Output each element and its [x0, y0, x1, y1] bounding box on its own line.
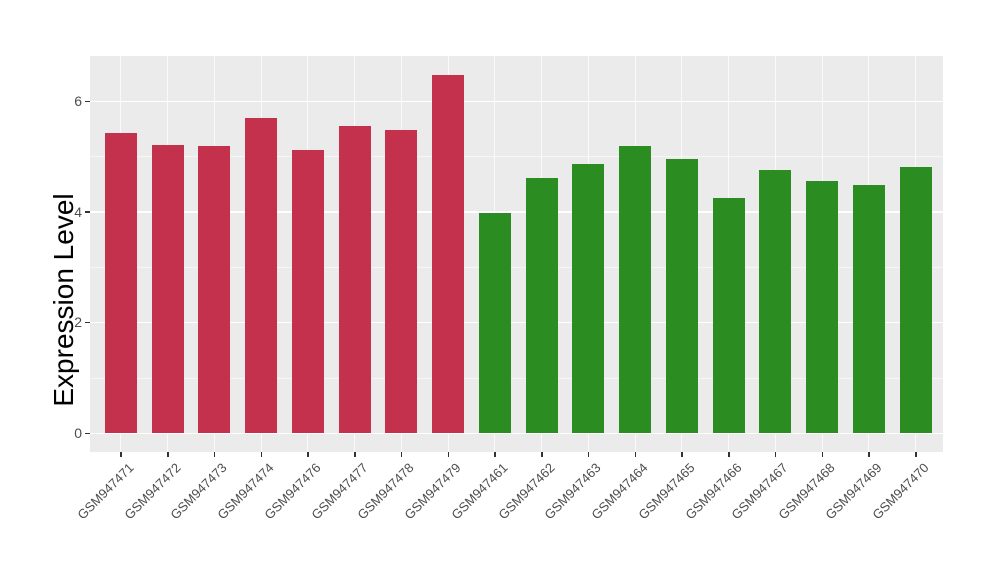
x-tick-mark: [821, 452, 824, 457]
x-tick-mark: [213, 452, 216, 457]
bar-GSM947461: [478, 213, 511, 433]
y-tick-mark: [85, 432, 90, 434]
y-tick-label: 0: [74, 425, 82, 441]
gridline-y-major: [90, 211, 943, 213]
x-tick-mark: [354, 452, 356, 457]
x-tick-mark: [868, 452, 870, 457]
bar-GSM947472: [151, 144, 184, 433]
bar-GSM947470: [899, 166, 932, 433]
gridline-y-major: [90, 100, 943, 103]
x-tick-mark: [447, 452, 450, 457]
x-tick-mark: [260, 452, 263, 457]
bar-GSM947467: [759, 170, 792, 433]
gridline-y-minor: [90, 156, 943, 158]
x-tick-mark: [400, 452, 403, 457]
gridline-y-minor: [90, 377, 943, 379]
y-tick-label: 6: [74, 93, 82, 110]
bar-GSM947463: [572, 164, 605, 433]
bar-GSM947476: [291, 150, 324, 433]
x-tick-mark: [634, 452, 637, 457]
x-tick-mark: [167, 452, 169, 457]
x-tick-mark: [774, 452, 777, 457]
x-tick-mark: [915, 452, 917, 457]
y-axis-title: Expression Level: [48, 193, 79, 407]
gridline-y-major: [90, 432, 943, 434]
x-tick-mark: [681, 452, 683, 457]
bar-GSM947469: [852, 184, 885, 433]
x-tick-mark: [541, 452, 543, 457]
bar-GSM947464: [619, 146, 652, 433]
y-tick-mark: [85, 100, 90, 103]
bar-GSM947462: [525, 178, 558, 433]
bar-GSM947466: [712, 198, 745, 433]
y-tick-mark: [85, 211, 90, 213]
y-tick-label: 4: [74, 203, 82, 220]
bar-GSM947478: [385, 130, 418, 433]
bar-GSM947468: [806, 180, 839, 433]
x-tick-mark: [494, 452, 496, 457]
bar-GSM947479: [432, 75, 465, 433]
y-tick-mark: [85, 321, 90, 324]
x-tick-mark: [728, 452, 730, 457]
x-tick-mark: [307, 452, 309, 457]
bar-GSM947474: [245, 118, 278, 433]
gridline-y-major: [90, 321, 943, 324]
plot-panel: [90, 56, 943, 452]
bar-GSM947477: [338, 125, 371, 433]
bar-GSM947471: [104, 133, 137, 433]
x-tick-mark: [587, 452, 590, 457]
bar-GSM947465: [665, 159, 698, 433]
y-tick-label: 2: [74, 314, 82, 331]
bar-GSM947473: [198, 146, 231, 433]
x-tick-mark: [120, 452, 122, 457]
gridline-y-minor: [90, 267, 943, 268]
